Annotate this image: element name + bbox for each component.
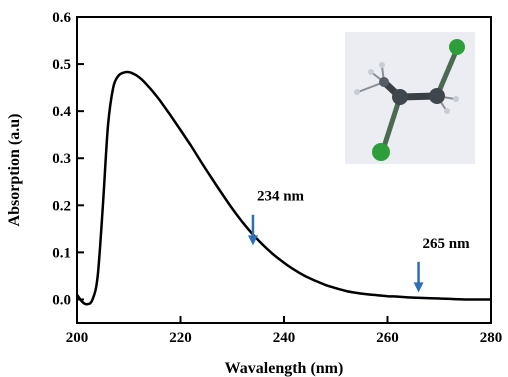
y-tick-label: 0.1 xyxy=(52,245,71,261)
molecule-inset-icon xyxy=(345,32,475,164)
tick-labels: 200 220 240 260 280 0.0 0.1 0.2 0.3 0.4 0.5 0.6 xyxy=(52,10,502,346)
y-tick-label: 0.3 xyxy=(52,151,71,167)
x-tick-label: 240 xyxy=(273,330,296,346)
annotation-label: 234 nm xyxy=(257,189,305,205)
annotation-arrow-head xyxy=(413,282,424,293)
annotation-arrow-head xyxy=(247,235,258,246)
y-tick-label: 0.0 xyxy=(52,292,71,308)
y-tick-label: 0.6 xyxy=(52,10,71,26)
axis-ticks xyxy=(76,16,492,323)
x-tick-label: 200 xyxy=(66,330,89,346)
y-tick-label: 0.5 xyxy=(52,57,71,73)
annotations: 234 nm 265 nm xyxy=(247,189,471,293)
x-tick-label: 260 xyxy=(376,330,399,346)
x-tick-label: 220 xyxy=(169,330,192,346)
x-axis-title: Wavalength (nm) xyxy=(225,360,344,377)
x-tick-label: 280 xyxy=(480,330,503,346)
y-tick-label: 0.2 xyxy=(52,198,71,214)
annotation-label: 265 nm xyxy=(423,236,471,252)
y-axis-title: Absorption (a.u) xyxy=(6,114,23,227)
y-tick-label: 0.4 xyxy=(52,104,71,120)
series-line xyxy=(76,70,492,306)
